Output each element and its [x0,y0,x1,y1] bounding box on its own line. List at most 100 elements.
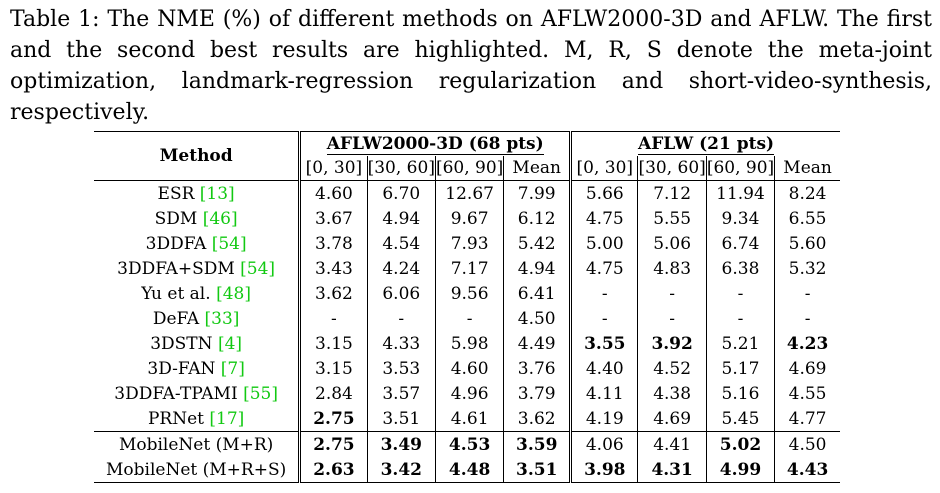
value-cell: 4.53 [434,431,504,457]
value-cell: 3.62 [298,281,368,306]
value-cell: 6.06 [366,281,436,306]
value-cell: 4.06 [569,431,638,457]
citation-link[interactable]: [46] [202,208,238,229]
method-name: DeFA [152,308,200,329]
method-name-cell: MobileNet (M+R+S) [94,457,300,483]
header-subcol: [0, 30] [569,156,638,181]
ours-row: MobileNet (M+R) 2.75 3.49 4.53 3.59 4.06 4.41 5… [94,431,840,457]
value-cell: 4.75 [569,256,638,281]
method-name: SDM [154,208,198,229]
value-cell: 3.76 [503,356,571,381]
value-cell: 4.50 [774,431,840,457]
results-table: Method AFLW2000-3D (68 pts) AFLW (21 pts… [94,131,840,483]
citation-link[interactable]: [54] [240,258,276,279]
value-cell: 4.94 [366,206,436,231]
value-cell: 5.32 [774,256,840,281]
value-cell: 5.42 [503,231,571,256]
value-cell: 4.52 [637,356,707,381]
method-name-cell: Yu et al. [48] [94,281,300,306]
value-cell: 5.66 [569,180,638,206]
value-cell: 4.69 [637,406,707,432]
value-cell: 12.67 [434,180,504,206]
value-cell: 3.51 [503,457,571,483]
value-cell: 5.02 [705,431,775,457]
value-cell: 4.11 [569,381,638,406]
table-row: ESR [13] 4.60 6.70 12.67 7.99 5.66 7.12 11.94 8.… [94,180,840,207]
value-cell: - [774,306,840,331]
value-cell: 3.51 [366,406,436,432]
method-name-cell: PRNet [17] [94,406,300,432]
method-name: 3DDFA-TPAMI [114,383,238,404]
table-row: DeFA [33] - - -4.50- - - - [94,306,840,331]
table-row: SDM [46] 3.67 4.94 9.67 6.12 4.75 5.55 9.34 6.55 [94,206,840,231]
table-row: 3DDFA [54] 3.78 4.54 7.93 5.42 5.00 5.06 6.74 5.… [94,231,840,256]
value-cell: 4.19 [569,406,638,432]
value-cell: 3.92 [637,331,707,356]
value-cell: - [569,281,638,306]
value-cell: 3.15 [298,331,368,356]
value-cell: 7.93 [434,231,504,256]
method-name-cell: SDM [46] [94,206,300,231]
method-name-cell: 3DDFA+SDM [54] [94,256,300,281]
value-cell: 5.45 [705,406,775,432]
value-cell: 4.75 [569,206,638,231]
value-cell: 4.77 [774,406,840,432]
value-cell: 4.94 [503,256,571,281]
value-cell: 4.49 [503,331,571,356]
method-name-cell: DeFA [33] [94,306,300,331]
header-group-aflw2000-label: AFLW2000-3D (68 pts) [326,134,544,155]
value-cell: - [366,306,436,331]
value-cell: 3.79 [503,381,571,406]
method-name-cell: ESR [13] [94,181,300,207]
value-cell: 6.55 [774,206,840,231]
header-subcol: [30, 60] [637,156,707,181]
value-cell: 5.00 [569,231,638,256]
citation-link[interactable]: [55] [243,383,278,404]
citation-link[interactable]: [48] [216,283,251,304]
value-cell: 5.06 [637,231,707,256]
value-cell: 5.60 [774,231,840,256]
method-name-cell: MobileNet (M+R) [94,431,300,457]
value-cell: 4.50 [503,306,571,331]
citation-link[interactable]: [33] [204,308,240,329]
value-cell: 2.75 [298,406,368,432]
value-cell: 4.55 [774,381,840,406]
value-cell: 4.43 [774,457,840,483]
citation-link[interactable]: [54] [211,233,247,254]
method-name: 3D-FAN [147,358,216,379]
value-cell: 7.99 [503,180,571,206]
value-cell: - [569,306,638,331]
header-method: Method [94,131,300,181]
table-caption: Table 1: The NME (%) of different method… [10,7,932,125]
value-cell: 3.15 [298,356,368,381]
value-cell: 4.38 [637,381,707,406]
method-name-cell: 3DDFA-TPAMI [55] [94,381,300,406]
method-name: MobileNet (M+R) [118,434,274,455]
value-cell: - [434,306,504,331]
value-cell: 4.60 [298,180,368,206]
citation-link[interactable]: [4] [217,333,243,354]
value-cell: - [637,306,707,331]
value-cell: 4.69 [774,356,840,381]
value-cell: 3.53 [366,356,436,381]
citation-link[interactable]: [13] [199,183,235,204]
citation-link[interactable]: [17] [209,408,245,429]
value-cell: 5.17 [705,356,775,381]
value-cell: 6.74 [705,231,775,256]
value-cell: 4.33 [366,331,436,356]
value-cell: 4.40 [569,356,638,381]
value-cell: 6.41 [503,281,571,306]
value-cell: 11.94 [705,180,775,206]
citation-link[interactable]: [7] [220,358,245,379]
value-cell: 3.42 [366,457,436,483]
method-name: 3DSTN [150,333,213,354]
method-name: PRNet [147,408,204,429]
value-cell: - [774,281,840,306]
value-cell: 4.48 [434,457,504,483]
value-cell: 4.23 [774,331,840,356]
value-cell: 4.61 [434,406,504,432]
value-cell: 4.83 [637,256,707,281]
value-cell: 2.63 [298,457,368,483]
value-cell: 6.38 [705,256,775,281]
value-cell: 8.24 [774,180,840,206]
